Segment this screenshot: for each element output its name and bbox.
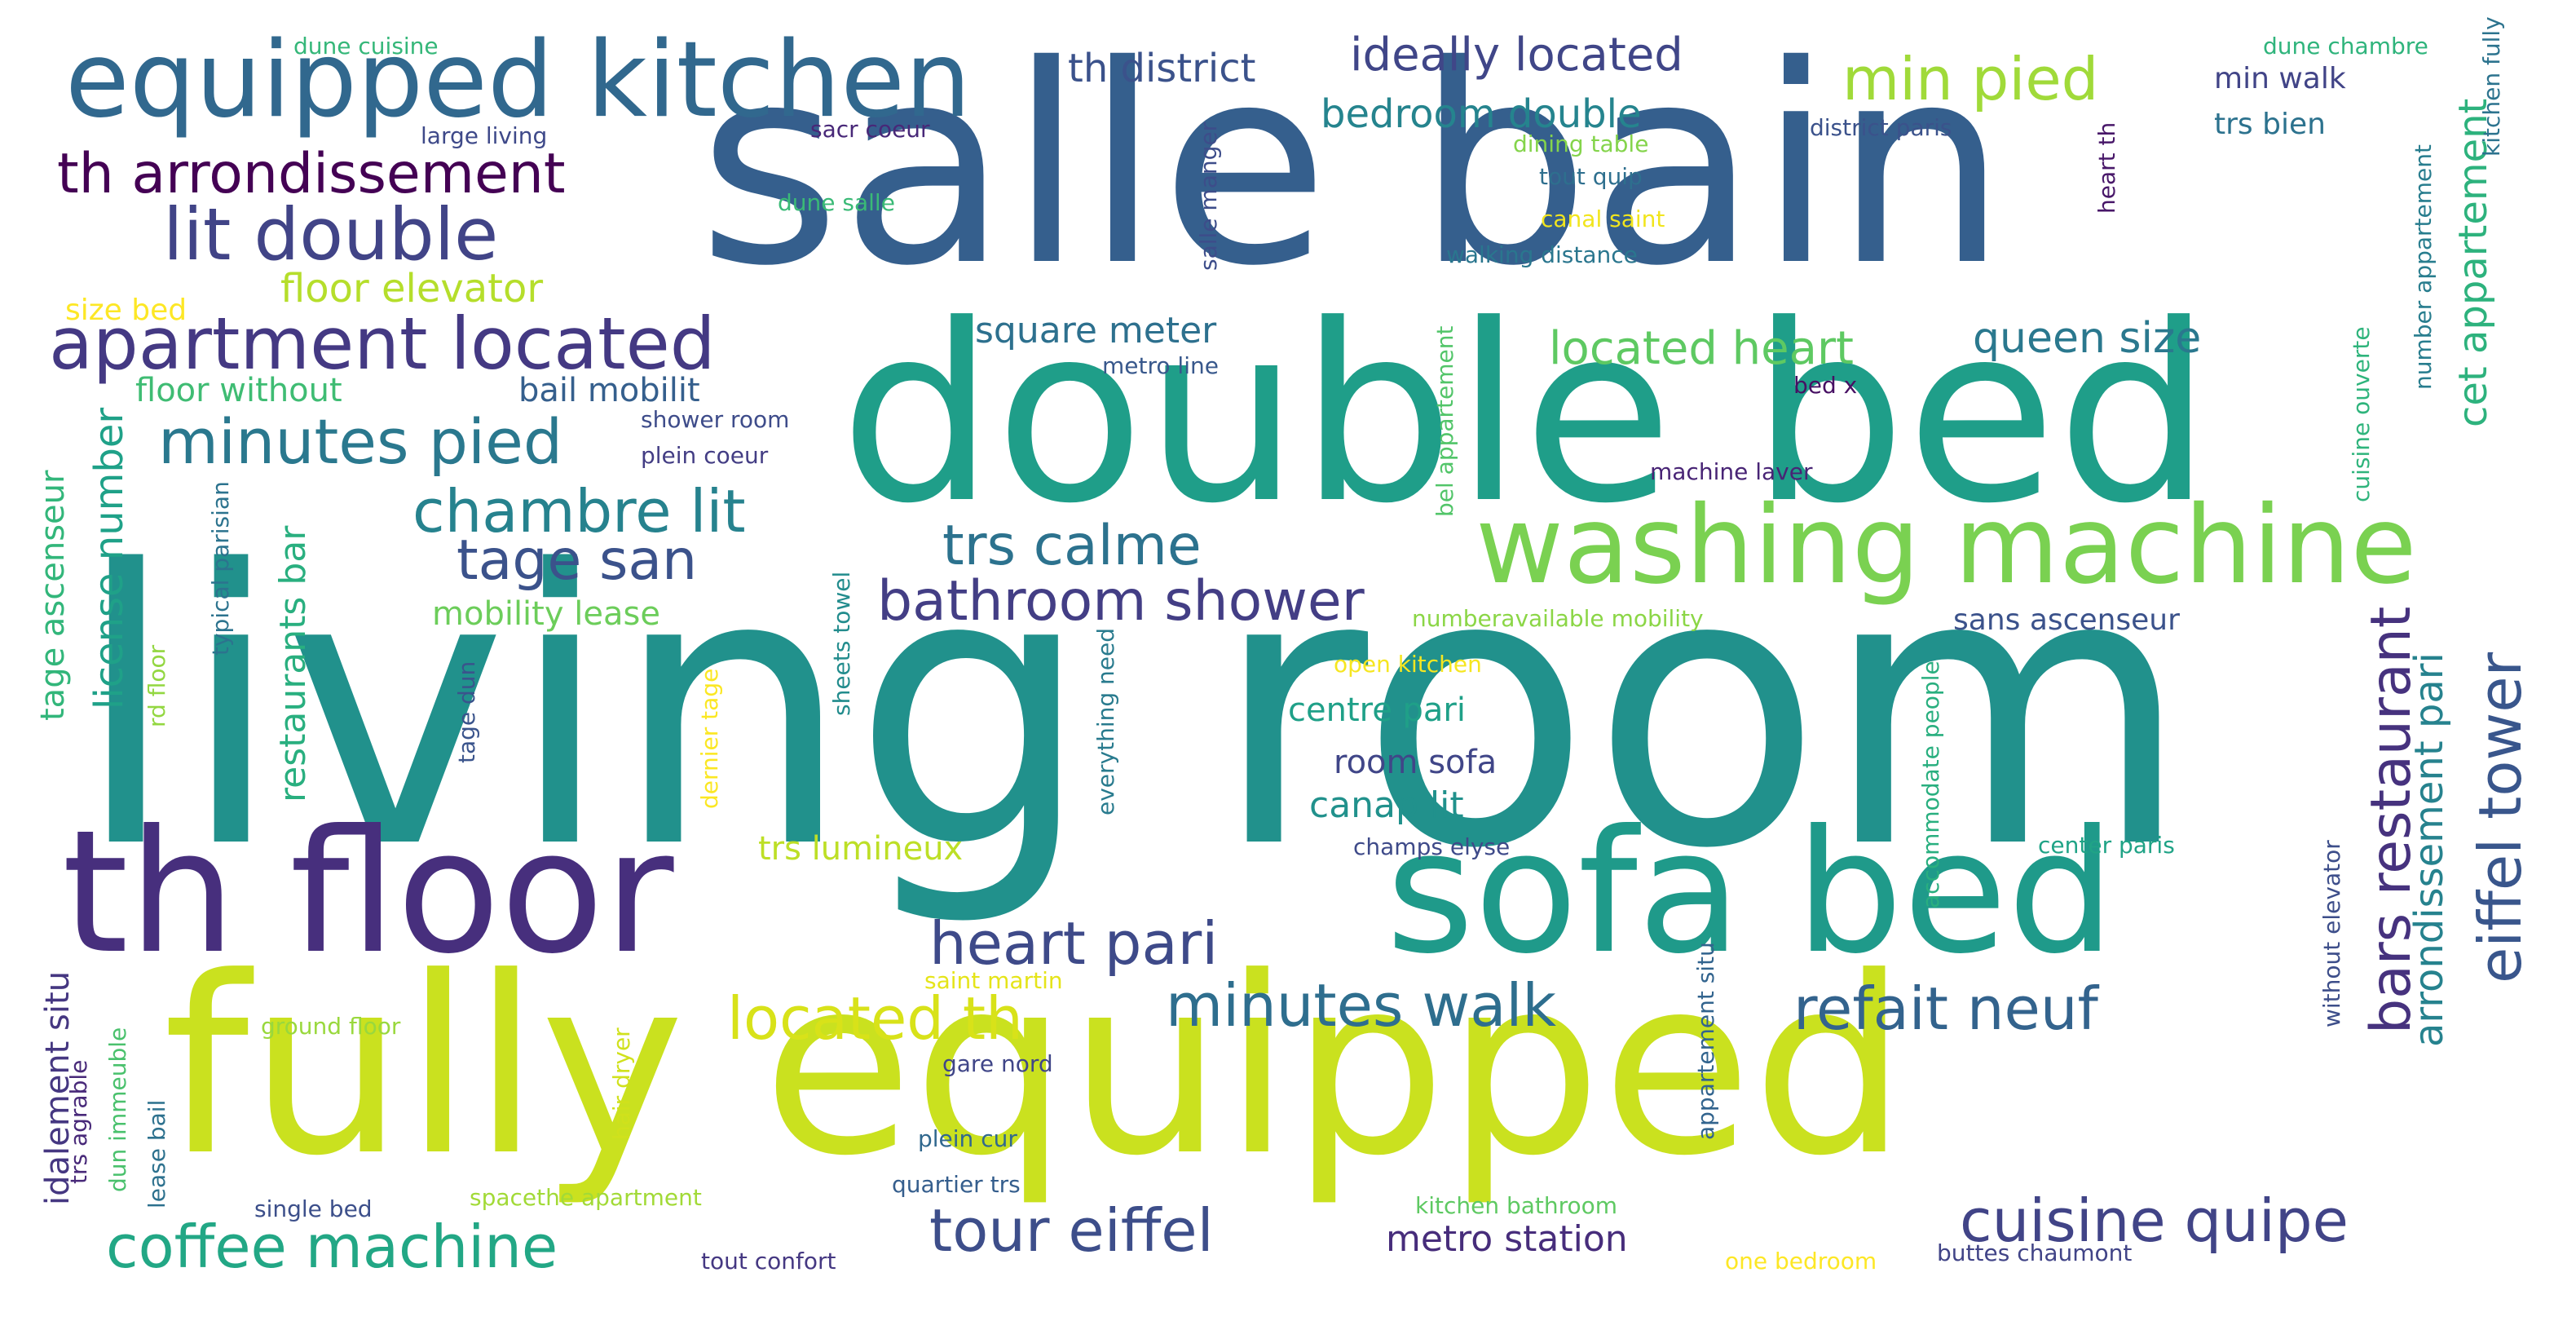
word-tage-dun: tage dun <box>455 660 481 763</box>
word-trs-lumineux: trs lumineux <box>758 828 964 868</box>
word-champs-elyse: champs elyse <box>1353 835 1511 861</box>
word-walking-distance: walking distance <box>1446 243 1638 269</box>
word-trs-calme: trs calme <box>942 514 1202 579</box>
word-metro-line: metro line <box>1102 354 1219 380</box>
word-buttes-chaumont: buttes chaumont <box>1937 1241 2133 1267</box>
word-coffee-machine: coffee machine <box>106 1215 558 1282</box>
word-queen-size: queen size <box>1973 315 2202 364</box>
word-th-arrondissement: th arrondissement <box>57 142 566 207</box>
word-eiffel-tower: eiffel tower <box>2468 652 2535 983</box>
word-located-th: located th <box>727 987 1023 1054</box>
word-restaurants-bar: restaurants bar <box>274 525 315 802</box>
word-bel-appartement: bel appartement <box>1433 325 1459 518</box>
word-dun-immeuble: dun immeuble <box>106 1027 132 1192</box>
word-dernier-tage: dernier tage <box>698 668 724 809</box>
word-canap-lit: canap lit <box>1309 786 1464 827</box>
word-trs-agrable: trs agrable <box>67 1059 93 1184</box>
word-kitchen-bathroom: kitchen bathroom <box>1415 1194 1618 1220</box>
word-heart-th: heart th <box>2095 121 2121 214</box>
word-floor-elevator: floor elevator <box>280 266 544 311</box>
word-machine-laver: machine laver <box>1650 460 1813 486</box>
word-dune-salle: dune salle <box>778 191 895 217</box>
word-min-walk: min walk <box>2214 62 2346 96</box>
word-size-bed: size bed <box>65 294 187 328</box>
word-sacr-coeur: sacr coeur <box>810 117 930 144</box>
word-saint-martin: saint martin <box>924 969 1063 995</box>
word-heart-pari: heart pari <box>929 912 1219 979</box>
word-metro-station: metro station <box>1386 1220 1628 1261</box>
word-bedroom-double: bedroom double <box>1321 91 1642 137</box>
word-centre-pari: centre pari <box>1288 690 1466 729</box>
word-cuisine-ouverte: cuisine ouverte <box>2349 326 2375 502</box>
word-double-bed: double bed <box>840 274 2212 558</box>
word-lease-bail: lease bail <box>145 1099 171 1208</box>
word-mobility-lease: mobility lease <box>432 594 660 633</box>
word-dune-chambre: dune chambre <box>2263 34 2428 60</box>
word-number-appartement: number appartement <box>2411 144 2437 390</box>
word-bed-x: bed x <box>1793 373 1858 400</box>
word-lit-double: lit double <box>163 194 499 277</box>
word-fully-equipped: fully equipped <box>163 926 1908 1210</box>
word-room-sofa: room sofa <box>1334 742 1498 781</box>
word-sans-ascenseur: sans ascenseur <box>1953 603 2180 638</box>
word-refait-neuf: refait neuf <box>1793 977 2098 1044</box>
word-cuisine-quipe: cuisine quipe <box>1960 1189 2349 1256</box>
word-center-paris: center paris <box>2038 833 2175 859</box>
word-rd-floor: rd floor <box>145 644 171 727</box>
word-one-bedroom: one bedroom <box>1725 1249 1877 1275</box>
word-min-pied: min pied <box>1842 47 2099 114</box>
word-dining-table: dining table <box>1513 132 1649 158</box>
word-tout-quip: tout quip <box>1539 165 1643 191</box>
word-hair-dryer: hair dryer <box>610 1027 636 1140</box>
word-ground-floor: ground floor <box>261 1014 401 1040</box>
word-dune-cuisine: dune cuisine <box>293 34 439 60</box>
word-shower-room: shower room <box>641 408 790 434</box>
word-ideally-located: ideally located <box>1350 28 1683 82</box>
word-everything-need: everything need <box>1094 627 1120 815</box>
word-open-kitchen: open kitchen <box>1334 652 1482 678</box>
word-th-floor: th floor <box>62 793 674 992</box>
word-equipped-kitchen: equipped kitchen <box>65 21 972 142</box>
word-typical-parisian: typical parisian <box>209 481 235 656</box>
word-living-room: living room <box>73 491 2191 931</box>
word-accommodate-people: accommodate people <box>1919 660 1945 908</box>
word-numberavailable-mobility: numberavailable mobility <box>1412 607 1704 633</box>
word-salle-manger: salle manger <box>1197 121 1223 271</box>
word-quartier-trs: quartier trs <box>892 1173 1021 1199</box>
word-tout-confort: tout confort <box>701 1249 836 1275</box>
word-kitchen-fully: kitchen fully <box>2480 16 2506 157</box>
word-minutes-pied: minutes pied <box>158 406 563 478</box>
word-trs-bien: trs bien <box>2214 108 2326 142</box>
word-license-number: license number <box>86 407 132 709</box>
word-district-paris: district paris <box>1810 116 1952 142</box>
word-plein-cur: plein cur <box>918 1127 1017 1153</box>
word-tour-eiffel: tour eiffel <box>929 1199 1214 1266</box>
word-sofa-bed: sofa bed <box>1386 793 2115 992</box>
word-minutes-walk: minutes walk <box>1166 974 1557 1040</box>
word-salle-bain: salle bain <box>698 7 2008 326</box>
word-sheets-towel: sheets towel <box>830 571 856 716</box>
word-without-elevator: without elevator <box>2320 840 2346 1027</box>
word-apartment-located: apartment located <box>49 303 716 387</box>
word-arrondissement-pari: arrondissement pari <box>2406 652 2452 1047</box>
word-canal-saint: canal saint <box>1541 207 1665 233</box>
word-appartement-situ: appartement situ <box>1694 942 1720 1140</box>
word-tage-ascenseur: tage ascenseur <box>33 470 72 721</box>
word-tage-san: tage san <box>457 528 698 594</box>
word-gare-nord: gare nord <box>942 1052 1053 1078</box>
word-washing-machine: washing machine <box>1475 483 2417 608</box>
word-floor-without: floor without <box>135 370 342 409</box>
word-spacethe-apartment: spacethe apartment <box>470 1186 702 1212</box>
word-square-meter: square meter <box>975 311 1217 352</box>
word-located-heart: located heart <box>1549 321 1854 375</box>
word-bail-mobilit: bail mobilit <box>518 370 700 409</box>
word-plein-coeur: plein coeur <box>641 444 769 470</box>
word-th-district: th district <box>1068 46 1256 91</box>
word-bathroom-shower: bathroom shower <box>877 569 1365 634</box>
word-chambre-lit: chambre lit <box>412 479 746 546</box>
word-single-bed: single bed <box>254 1197 373 1223</box>
word-large-living: large living <box>421 124 548 150</box>
